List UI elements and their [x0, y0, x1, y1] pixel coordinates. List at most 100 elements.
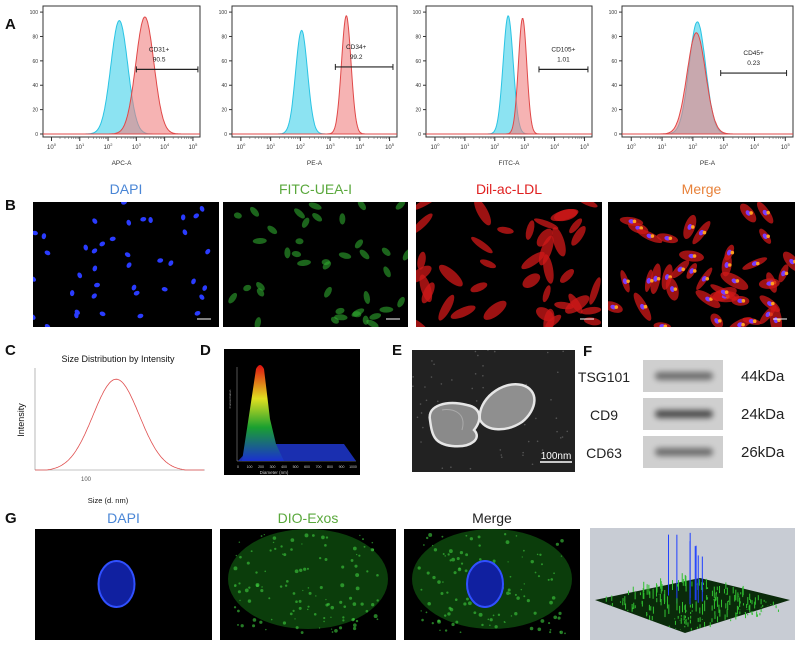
x-axis-label: Diameter (nm) — [260, 470, 289, 475]
chart-title: Size Distribution by Intensity — [61, 354, 175, 364]
panel-label-f: F — [583, 343, 593, 360]
protein-label: CD9 — [589, 407, 618, 423]
x-tick-label: 500 — [293, 465, 299, 469]
nta-3d-plot: 0 100 200 300 400 500 600 700 800 900 1000 Diameter… — [224, 349, 360, 475]
y-tick-label: 80 — [415, 34, 421, 40]
y-tick-label: 100 — [219, 10, 228, 16]
x-tick-label: 400 — [281, 465, 287, 469]
gate-label: CD45+ — [743, 50, 764, 57]
molecular-weight-label: 24kDa — [741, 406, 785, 423]
y-tick-label: 0 — [418, 132, 421, 138]
x-tick-label: 102 — [688, 142, 698, 151]
x-tick-label: 300 — [270, 465, 276, 469]
gate-value: 1.01 — [557, 56, 570, 63]
panel-label-c: C — [5, 342, 16, 359]
y-tick-label: 40 — [611, 83, 617, 89]
panel-g-title-2: DIO-Exos — [277, 510, 339, 526]
x-tick-label: 103 — [132, 142, 142, 151]
scale-bar-label: 100nm — [541, 451, 572, 462]
y-tick-label: 0 — [35, 132, 38, 138]
stained-histogram — [43, 16, 200, 135]
x-tick-label: 700 — [316, 465, 322, 469]
y-tick-label: 60 — [32, 59, 38, 65]
x-tick-label: 800 — [327, 465, 333, 469]
panel-label-g: G — [5, 510, 17, 527]
size-distribution-chart: Size Distribution by Intensity Intensity 1… — [16, 354, 205, 505]
panel-b-title-3: Dil-ac-LDL — [475, 181, 543, 197]
protein-label: TSG101 — [577, 369, 631, 385]
x-axis-label: FITC-A — [499, 160, 521, 167]
band-signal — [655, 410, 713, 418]
gate-value: 99.2 — [350, 54, 363, 61]
y-axis-label: Concentration — [228, 389, 232, 408]
x-tick-label: 103 — [326, 142, 336, 151]
band-signal — [655, 448, 713, 456]
y-tick-label: 100 — [413, 10, 422, 16]
gate-value: 90.5 — [153, 56, 166, 63]
western-blot-band — [643, 398, 723, 430]
x-tick-label: 100 — [236, 142, 246, 151]
panel-g-title-1: DAPI — [107, 510, 140, 526]
panel-label-b: B — [5, 197, 16, 214]
x-tick-label: 900 — [339, 465, 345, 469]
x-tick-label: 101 — [658, 142, 668, 151]
panel-label-a: A — [5, 16, 16, 33]
x-tick-label: 105 — [385, 142, 395, 151]
x-tick-label: 104 — [355, 142, 365, 151]
x-tick-label: 100 — [47, 142, 57, 151]
y-tick-label: 20 — [611, 108, 617, 114]
x-tick-label: 103 — [520, 142, 530, 151]
flow-histograms: 0 20 40 60 80 100 100 101 102 103 104 105 APC-A CD31+… — [30, 5, 794, 167]
micrograph-merge — [608, 202, 795, 327]
y-tick-label: 100 — [30, 10, 39, 16]
fluorescence-surface-plot — [590, 528, 795, 640]
x-axis-label: APC-A — [112, 160, 133, 167]
nucleus — [97, 560, 136, 608]
panel-g-title-3: Merge — [472, 510, 512, 526]
y-tick-label: 40 — [221, 83, 227, 89]
y-tick-label: 20 — [221, 108, 227, 114]
x-tick-label: 100 — [81, 477, 92, 483]
western-blot-band — [643, 436, 723, 468]
x-tick-label: 101 — [266, 142, 276, 151]
x-tick-label: 102 — [490, 142, 500, 151]
cell-image-3 — [404, 529, 580, 640]
y-tick-label: 20 — [32, 108, 38, 114]
nta-peak — [242, 365, 284, 461]
x-tick-label: 104 — [550, 142, 560, 151]
x-tick-label: 200 — [258, 465, 264, 469]
x-tick-label: 105 — [781, 142, 791, 151]
molecular-weight-label: 44kDa — [741, 368, 785, 385]
y-tick-label: 40 — [415, 83, 421, 89]
y-tick-label: 60 — [221, 59, 227, 65]
panel-b-title-2: FITC-UEA-I — [278, 181, 353, 197]
x-tick-label: 101 — [460, 142, 470, 151]
cell-image-1 — [35, 529, 212, 640]
x-axis-label: PE-A — [307, 160, 323, 167]
gate-label: CD105+ — [551, 46, 575, 53]
western-blot-band — [643, 360, 723, 392]
y-tick-label: 0 — [224, 132, 227, 138]
micrograph-red — [416, 202, 602, 327]
gate-label: CD34+ — [346, 44, 367, 51]
x-tick-label: 104 — [750, 142, 760, 151]
stained-histogram — [232, 14, 397, 135]
x-tick-label: 100 — [627, 142, 637, 151]
plot-frame — [231, 5, 398, 138]
y-tick-label: 80 — [221, 34, 227, 40]
histogram-1: 0 20 40 60 80 100 100 101 102 103 104 105 APC-A CD31+… — [30, 5, 201, 167]
x-tick-label: 100 — [431, 142, 441, 151]
y-tick-label: 60 — [415, 59, 421, 65]
histogram-3: 0 20 40 60 80 100 100 101 102 103 104 105 FITC-A CD10… — [413, 5, 593, 167]
y-tick-label: 80 — [32, 34, 38, 40]
y-tick-label: 20 — [415, 108, 421, 114]
gate-label: CD31+ — [149, 46, 170, 53]
micrograph-blue — [33, 202, 219, 327]
cell-image-2 — [220, 529, 396, 640]
y-tick-label: 0 — [614, 132, 617, 138]
protein-label: CD63 — [586, 445, 622, 461]
stained-histogram — [426, 18, 592, 135]
nucleus — [466, 560, 504, 608]
micrograph-green — [223, 202, 408, 327]
panel-label-e: E — [392, 342, 403, 359]
